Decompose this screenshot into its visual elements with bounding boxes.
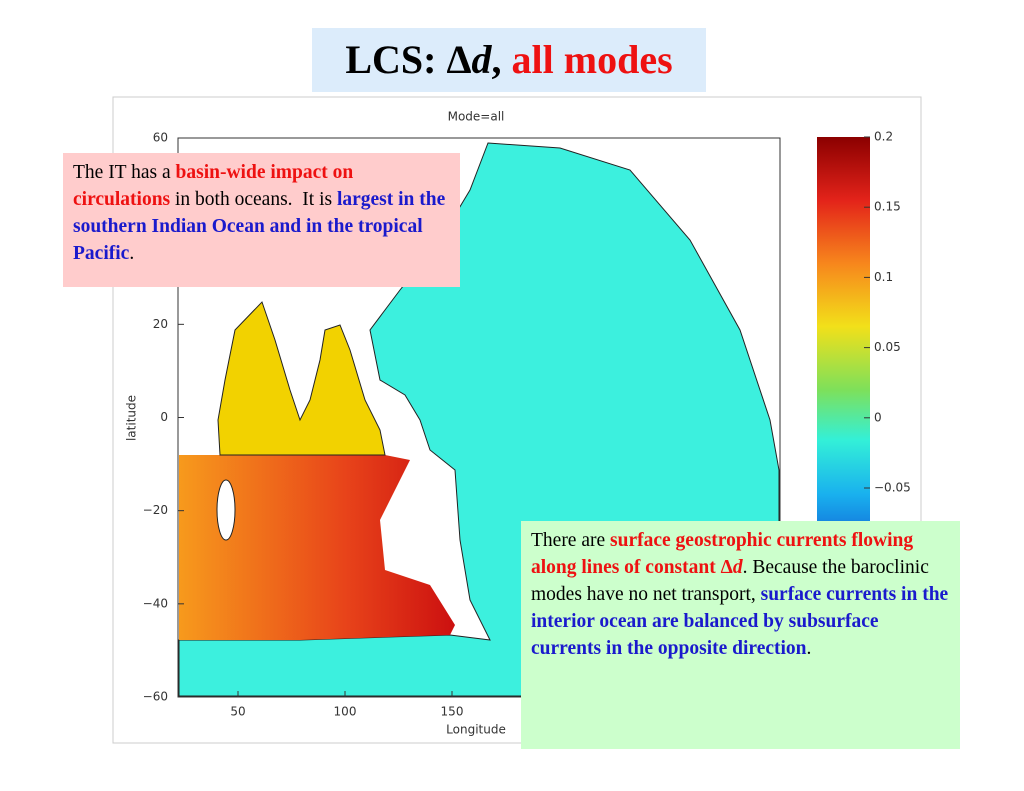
x-axis-label: Longitude [446, 723, 506, 737]
text-run: . [129, 243, 135, 264]
x-tick-label: 50 [230, 705, 245, 719]
text-run: LCS: [345, 37, 447, 82]
text-run: The IT has a [73, 162, 176, 183]
y-tick-label: −40 [143, 596, 168, 610]
colorbar [817, 137, 870, 558]
text-run: in both oceans. It is [170, 189, 337, 210]
text-run: d [732, 557, 743, 578]
colorbar-tick-label: 0.05 [874, 340, 901, 354]
madagascar [216, 479, 236, 541]
y-axis-label: latitude [125, 395, 139, 441]
colorbar-tick-label: 0 [874, 410, 882, 424]
slide-title: LCS: Δd, all modes [312, 28, 706, 92]
text-run: surface currents in the interior ocean a… [531, 584, 954, 659]
text-run: . [806, 638, 812, 659]
colorbar-tick-label: 0.1 [874, 270, 893, 284]
text-run: surface geostrophic currents flowing alo… [531, 530, 919, 578]
note-left: The IT has a basin-wide impact on circul… [63, 153, 460, 287]
text-run: There are [531, 530, 611, 551]
y-tick-label: 20 [153, 317, 168, 331]
south-indian-ocean [179, 455, 455, 640]
note-right: There are surface geostrophic currents f… [521, 521, 960, 749]
colorbar-tick-label: 0.15 [874, 200, 901, 214]
text-run: , [491, 37, 512, 82]
y-tick-label: 60 [153, 131, 168, 145]
text-run: Δ [720, 557, 733, 578]
y-tick-label: −60 [143, 690, 168, 704]
figure-title: Mode=all [448, 110, 505, 124]
colorbar-tick-label: 0.2 [874, 130, 893, 144]
y-tick-label: 0 [160, 410, 168, 424]
y-tick-label: −20 [143, 503, 168, 517]
north-indian-ocean [217, 301, 386, 456]
text-run: basin-wide impact on circulations [73, 162, 359, 210]
text-run: all modes [511, 37, 673, 82]
x-tick-label: 100 [334, 705, 357, 719]
text-run: Δ [446, 37, 472, 82]
text-run: d [471, 37, 492, 82]
text-run: largest in the southern Indian Ocean and… [73, 189, 451, 264]
text-run: . Because the baroclinic modes have no n… [531, 557, 934, 605]
x-tick-label: 150 [441, 705, 464, 719]
colorbar-tick-label: −0.05 [874, 481, 911, 495]
